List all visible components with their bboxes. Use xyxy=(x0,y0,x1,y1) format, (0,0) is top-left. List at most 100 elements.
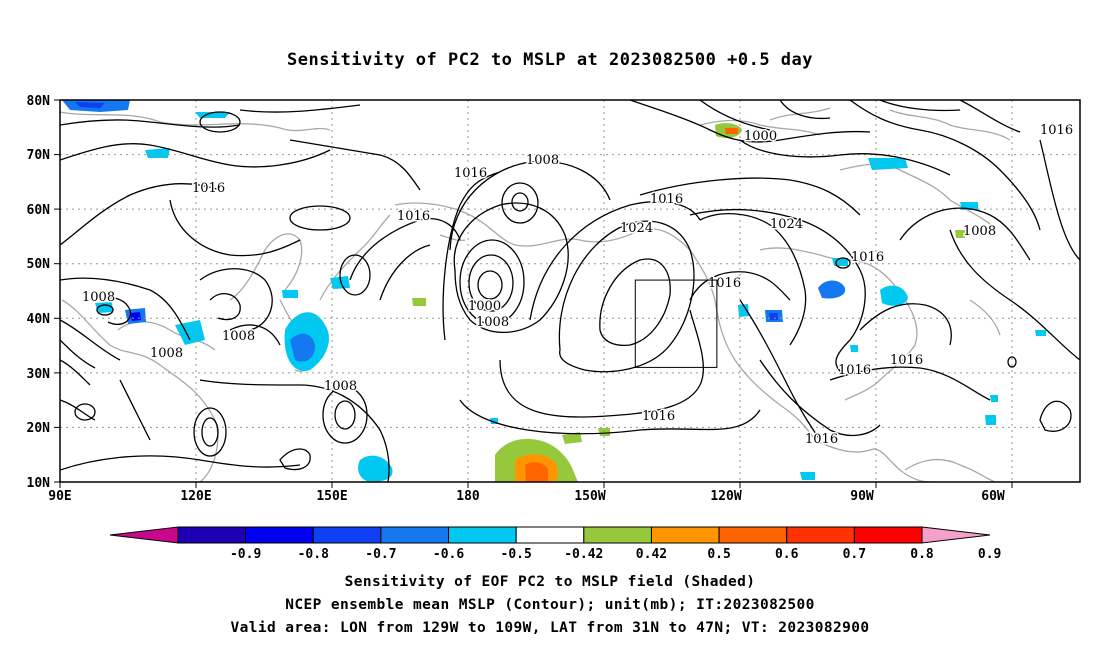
shade-negative xyxy=(769,313,778,320)
shade-negative xyxy=(738,304,749,317)
shade-negative xyxy=(358,455,393,482)
shade-negative xyxy=(868,158,908,170)
shade-negative xyxy=(832,258,848,266)
colorbar-label: -0.7 xyxy=(365,547,396,562)
caption-contour: NCEP ensemble mean MSLP (Contour); unit(… xyxy=(285,597,815,613)
contour-label: 1016 xyxy=(838,363,871,378)
lon-tick-label: 150E xyxy=(316,489,347,504)
colorbar-label: -0.42 xyxy=(564,547,603,562)
shade-negative xyxy=(818,280,846,299)
colorbar: -0.9 -0.8 -0.7 -0.6 -0.5 -0.42 0.42 0.5 0.6 0.7 0.… xyxy=(109,526,1001,562)
colorbar-swatch xyxy=(245,526,314,544)
valid-area-box xyxy=(634,279,718,368)
contour-label: 1000 xyxy=(468,299,501,314)
contour-label: 1024 xyxy=(770,217,803,232)
contour-label: 1008 xyxy=(963,224,996,239)
lon-tick-label: 120W xyxy=(710,489,741,504)
map-title: Sensitivity of PC2 to MSLP at 2023082500… xyxy=(286,50,813,70)
shade-negative xyxy=(330,276,350,289)
contour-label: 1024 xyxy=(620,221,653,236)
sensitivity-shading xyxy=(62,100,1046,482)
colorbar-swatch xyxy=(853,526,923,544)
lat-tick-label: 10N xyxy=(27,476,51,491)
shade-negative xyxy=(990,395,998,402)
colorbar-swatch xyxy=(583,526,652,544)
shade-negative xyxy=(800,472,815,480)
caption-valid-area: Valid area: LON from 129W to 109W, LAT f… xyxy=(230,620,870,636)
colorbar-label: -0.5 xyxy=(501,547,532,562)
shade-negative xyxy=(1035,330,1046,336)
contour-label: 1008 xyxy=(82,290,115,305)
mslp-contours xyxy=(60,100,1080,482)
shade-negative xyxy=(95,302,113,313)
colorbar-label: -0.9 xyxy=(230,547,261,562)
shade-negative xyxy=(145,148,170,158)
shade-negative xyxy=(880,285,908,306)
colorbar-swatch xyxy=(380,526,450,544)
contour-label: 1016 xyxy=(1040,123,1073,138)
contour-label: 1008 xyxy=(476,315,509,330)
shade-positive xyxy=(725,128,738,134)
colorbar-label: 0.8 xyxy=(910,547,934,562)
contour-label: 1016 xyxy=(805,432,838,447)
colorbar-label: 0.6 xyxy=(775,547,799,562)
contour-label: 1016 xyxy=(650,192,683,207)
contour-label: 1008 xyxy=(526,153,559,168)
colorbar-label: 0.42 xyxy=(636,547,667,562)
colorbar-swatch xyxy=(448,526,517,544)
contour-label: 1016 xyxy=(192,181,225,196)
contour-label: 1016 xyxy=(708,276,741,291)
lat-tick-label: 80N xyxy=(27,94,51,109)
shade-negative xyxy=(282,290,298,298)
contour-label: 1008 xyxy=(150,346,183,361)
lat-axis: 80N 70N 60N 50N 40N 30N 20N 10N xyxy=(27,94,60,491)
lon-tick-label: 120E xyxy=(180,489,211,504)
shade-positive xyxy=(525,462,548,482)
shade-positive xyxy=(955,230,965,238)
lat-tick-label: 30N xyxy=(27,367,51,382)
lat-tick-label: 50N xyxy=(27,257,51,272)
caption-shading: Sensitivity of EOF PC2 to MSLP field (Sh… xyxy=(344,574,756,590)
contour-label: 1016 xyxy=(454,166,487,181)
contour-label: 1008 xyxy=(222,329,255,344)
colorbar-label: 0.5 xyxy=(707,547,730,562)
colorbar-label: 0.7 xyxy=(843,547,866,562)
lat-tick-label: 60N xyxy=(27,203,51,218)
contour-labels: 1000 1008 1016 1016 1016 1008 1016 1008 … xyxy=(81,122,1075,449)
colorbar-swatch xyxy=(312,526,382,544)
grid-lines xyxy=(60,100,1080,482)
contour-label: 1016 xyxy=(642,409,675,424)
contour-label: 1016 xyxy=(851,250,884,265)
contour-label: 1008 xyxy=(324,379,357,394)
colorbar-label: 0.9 xyxy=(978,547,1001,562)
lat-tick-label: 20N xyxy=(27,421,51,436)
lat-tick-label: 40N xyxy=(27,312,51,327)
lon-tick-label: 150W xyxy=(574,489,605,504)
lon-tick-label: 90W xyxy=(850,489,874,504)
lat-tick-label: 70N xyxy=(27,148,51,163)
shade-negative xyxy=(850,345,858,352)
shade-positive xyxy=(562,432,582,444)
colorbar-swatch xyxy=(786,526,855,544)
contour-label: 1016 xyxy=(397,209,430,224)
shade-negative xyxy=(985,415,996,425)
lon-tick-label: 60W xyxy=(981,489,1005,504)
shade-positive xyxy=(412,298,426,306)
lon-axis: 90E 120E 150E 180 150W 120W 90W 60W xyxy=(48,482,1013,504)
colorbar-swatch xyxy=(515,526,585,544)
colorbar-label: -0.6 xyxy=(433,547,464,562)
colorbar-swatch xyxy=(650,526,720,544)
shade-negative xyxy=(75,102,105,108)
colorbar-label: -0.8 xyxy=(298,547,329,562)
shade-negative xyxy=(290,333,316,362)
colorbar-swatch xyxy=(718,526,788,544)
plot-frame xyxy=(59,99,1081,483)
colorbar-swatch xyxy=(177,526,247,544)
shade-negative xyxy=(175,320,205,345)
colorbar-lower-triangle xyxy=(109,526,179,544)
colorbar-upper-triangle xyxy=(921,526,991,544)
lon-tick-label: 180 xyxy=(456,489,480,504)
lon-tick-label: 90E xyxy=(48,489,71,504)
contour-label: 1016 xyxy=(890,353,923,368)
